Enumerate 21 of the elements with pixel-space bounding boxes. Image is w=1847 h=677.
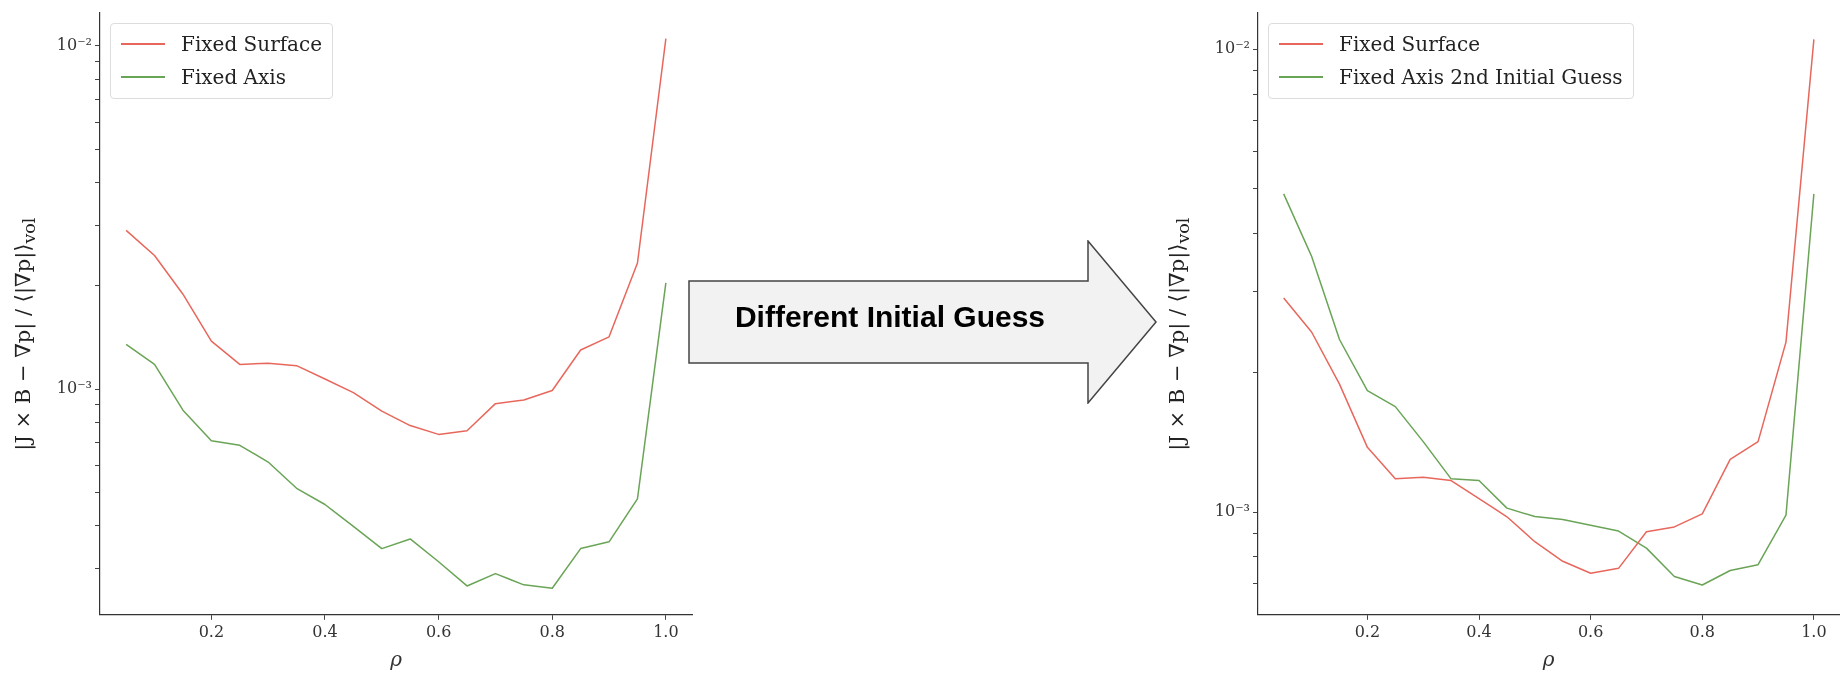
x-axis-title: ρ bbox=[389, 647, 403, 672]
x-tick-label: 1.0 bbox=[1801, 621, 1827, 641]
legend-label: Fixed Surface bbox=[1339, 32, 1481, 57]
x-axis-title: ρ bbox=[1541, 647, 1555, 672]
x-tick-label: 0.6 bbox=[1577, 621, 1604, 641]
text: Different Initial Guess bbox=[733, 300, 1047, 334]
x-tick-label: 0.6 bbox=[425, 621, 452, 641]
y-tick-label: 10⁻² bbox=[1214, 38, 1250, 58]
legend-label: Fixed Surface bbox=[181, 32, 323, 57]
x-tick-label: 0.8 bbox=[1689, 621, 1715, 641]
y-tick-label: 10⁻³ bbox=[56, 378, 92, 398]
x-tick-label: 0.4 bbox=[1466, 621, 1492, 641]
y-tick-label: 10⁻³ bbox=[1214, 501, 1250, 521]
x-tick-label: 0.8 bbox=[539, 621, 565, 641]
legend-label: Fixed Axis bbox=[181, 65, 286, 90]
legend-label: Fixed Axis 2nd Initial Guess bbox=[1339, 65, 1623, 90]
x-tick-label: 0.2 bbox=[198, 621, 225, 641]
y-tick-label: 10⁻² bbox=[56, 35, 92, 55]
x-tick-label: 1.0 bbox=[653, 621, 679, 641]
x-tick-label: 0.4 bbox=[312, 621, 338, 641]
x-tick-label: 0.2 bbox=[1354, 621, 1381, 641]
